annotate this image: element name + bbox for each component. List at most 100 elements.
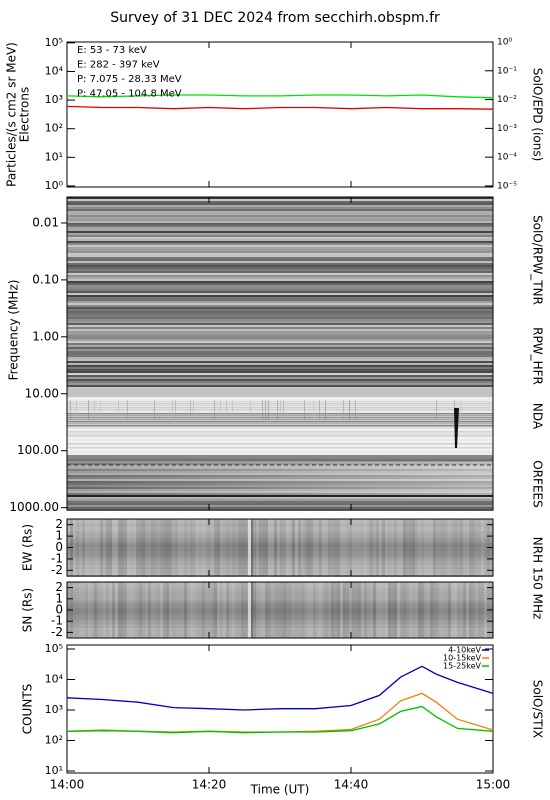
nda-row xyxy=(67,429,493,431)
nrh-column xyxy=(424,519,427,576)
spectrogram-row xyxy=(67,313,493,315)
y-tick-label: 10¹ xyxy=(45,764,63,777)
legend-entry: 15-25keV xyxy=(443,662,482,671)
nda-streak xyxy=(277,400,278,420)
nrh-column xyxy=(274,582,277,638)
nrh-column xyxy=(415,582,418,638)
spectrogram-row xyxy=(67,251,493,253)
y-tick-label: 0.10 xyxy=(32,272,59,286)
nrh-column xyxy=(325,582,328,638)
nrh-row xyxy=(67,537,493,539)
nda-streak xyxy=(325,400,326,420)
nrh-row xyxy=(67,571,493,573)
y-axis-label: Particles/(s cm2 sr MeV) xyxy=(5,42,19,187)
nrh-column xyxy=(130,582,133,638)
nrh-row xyxy=(67,543,493,545)
y-axis-label: EW (Rs) xyxy=(21,524,35,571)
nda-row xyxy=(67,449,493,451)
nrh-column xyxy=(175,519,178,576)
nrh-column xyxy=(130,519,133,576)
nrh-column xyxy=(418,582,421,638)
nrh-row xyxy=(67,529,493,531)
nda-streak xyxy=(232,400,233,420)
chart-title: Survey of 31 DEC 2024 from secchirh.obsp… xyxy=(110,10,440,26)
nrh-row xyxy=(67,618,493,620)
y-tick-label: 0 xyxy=(55,603,63,617)
nrh-column xyxy=(289,582,292,638)
nrh-column xyxy=(94,582,97,638)
nrh-row xyxy=(67,608,493,610)
nrh-column xyxy=(211,519,214,576)
nrh-column xyxy=(394,582,397,638)
nrh-column xyxy=(253,582,256,638)
nda-streak xyxy=(313,400,314,420)
nrh-column xyxy=(226,519,229,576)
nrh-column xyxy=(226,582,229,638)
nrh-column xyxy=(274,519,277,576)
spectrogram-row xyxy=(67,339,493,341)
nrh-column xyxy=(283,582,286,638)
spectrogram-row xyxy=(67,229,493,231)
instrument-label: ORFEES xyxy=(531,460,545,507)
nrh-column xyxy=(376,519,379,576)
spectrogram-row xyxy=(67,261,493,263)
nrh-row xyxy=(67,547,493,549)
nrh-row xyxy=(67,561,493,563)
nrh-column xyxy=(238,519,241,576)
spectrogram-row xyxy=(67,209,493,211)
nda-streak xyxy=(343,400,344,420)
nrh-column xyxy=(97,582,100,638)
nrh-row xyxy=(67,634,493,636)
nrh-column xyxy=(286,519,289,576)
spectrogram-row xyxy=(67,265,493,267)
nrh-column xyxy=(481,519,484,576)
spectrogram-row xyxy=(67,305,493,307)
nrh-column xyxy=(121,519,124,576)
nda-streak xyxy=(154,400,155,420)
nrh-column xyxy=(376,582,379,638)
spectrogram-row xyxy=(67,291,493,293)
nrh-column xyxy=(475,519,478,576)
nrh-column xyxy=(400,519,403,576)
spectrogram-row xyxy=(67,301,493,303)
nrh-column xyxy=(451,582,454,638)
nrh-column xyxy=(178,519,181,576)
nrh-column xyxy=(115,519,118,576)
nrh-column xyxy=(469,519,472,576)
nrh-column xyxy=(469,582,472,638)
nrh-column xyxy=(367,582,370,638)
legend-entry: E: 282 - 397 keV xyxy=(77,60,160,71)
nrh-column xyxy=(112,582,115,638)
nrh-column xyxy=(142,582,145,638)
nrh-column xyxy=(73,519,76,576)
nda-row xyxy=(67,447,493,449)
nrh-column xyxy=(472,519,475,576)
y-tick-label: 100.00 xyxy=(17,443,59,457)
nrh-column xyxy=(217,519,220,576)
nda-row xyxy=(67,421,493,423)
y-tick-label: 10⁴ xyxy=(45,672,64,685)
nrh-column xyxy=(373,582,376,638)
nda-row xyxy=(67,427,493,429)
nda-streak xyxy=(127,400,128,420)
nrh-row xyxy=(67,628,493,630)
nrh-row xyxy=(67,541,493,543)
nrh-column xyxy=(118,519,121,576)
nrh-row xyxy=(67,519,493,521)
nrh-column xyxy=(436,519,439,576)
nrh-column xyxy=(268,519,271,576)
y2-tick-label: 10⁻² xyxy=(497,95,517,105)
nrh-column xyxy=(379,519,382,576)
nda-burst xyxy=(454,408,459,448)
nda-streak xyxy=(76,400,77,420)
nrh-column xyxy=(136,582,139,638)
nrh-column xyxy=(466,582,469,638)
nrh-column xyxy=(115,582,118,638)
spectrogram-row xyxy=(67,211,493,213)
nrh-column xyxy=(109,519,112,576)
nrh-column xyxy=(100,519,103,576)
spectrogram-row xyxy=(67,233,493,235)
nrh-column xyxy=(337,519,340,576)
nrh-column xyxy=(217,582,220,638)
nrh-column xyxy=(265,519,268,576)
